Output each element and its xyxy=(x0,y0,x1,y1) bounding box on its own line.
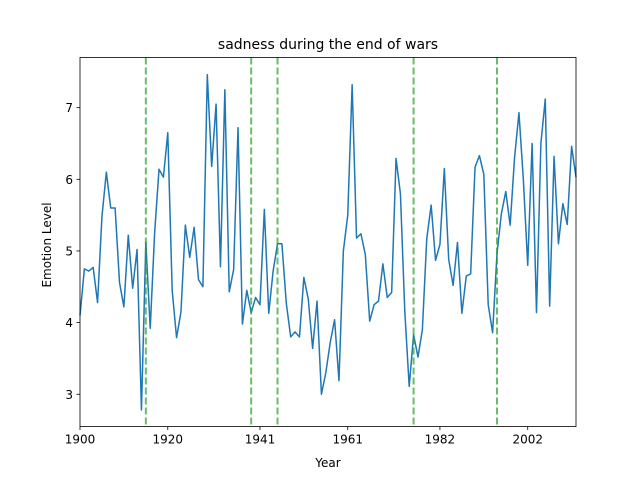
x-tick-label: 1982 xyxy=(425,433,456,447)
chart-title: sadness during the end of wars xyxy=(218,37,438,53)
x-axis-label: Year xyxy=(314,456,340,470)
x-tick-label: 2002 xyxy=(512,433,543,447)
x-tick-label: 1920 xyxy=(153,433,184,447)
y-tick-label: 4 xyxy=(65,316,73,330)
y-tick-label: 6 xyxy=(65,173,73,187)
y-tick-label: 7 xyxy=(65,101,73,115)
x-tick-label: 1900 xyxy=(65,433,96,447)
plot-area: 1900 1920 1941 1961 1982 2002 3 4 5 6 7 xyxy=(65,57,577,447)
y-tick-label: 3 xyxy=(65,388,73,402)
y-tick-label: 5 xyxy=(65,244,73,258)
y-axis-label: Emotion Level xyxy=(40,202,54,287)
series-line xyxy=(79,73,577,411)
x-tick-label: 1961 xyxy=(332,433,363,447)
x-tick-label: 1941 xyxy=(245,433,276,447)
plot-frame xyxy=(79,57,577,427)
